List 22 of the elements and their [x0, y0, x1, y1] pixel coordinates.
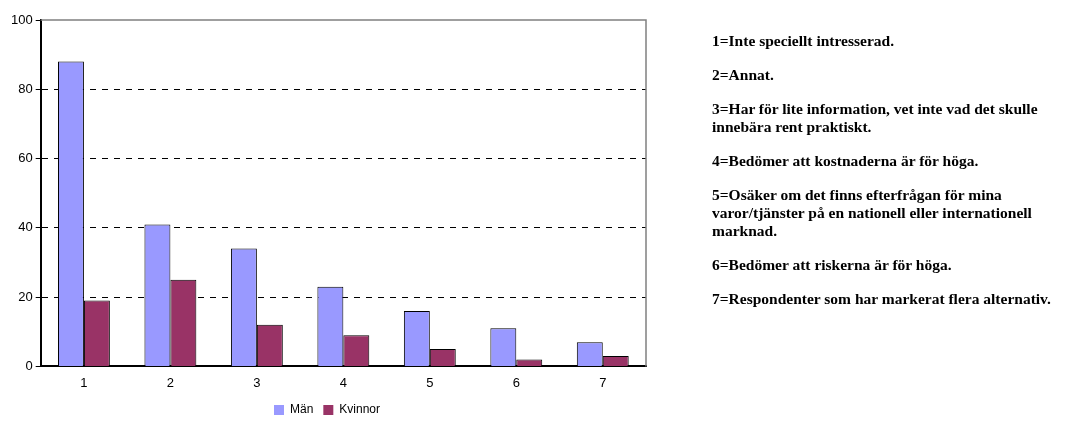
y-tick-label: 40 [18, 219, 33, 235]
y-tick-label: 20 [18, 288, 33, 304]
text: 3=Har för lite information, vet inte vad det skulle innebära rent praktiskt. [712, 100, 1039, 136]
y-tick-label: 60 [18, 150, 33, 166]
x-tick-label: 7 [599, 374, 607, 390]
legend-label: Män [289, 402, 314, 417]
legend-label: Kvinnor [339, 402, 381, 417]
x-tick-label: 1 [80, 374, 88, 390]
text: 1=Inte speciellt intresserad. [712, 32, 896, 50]
x-tick-label: 6 [512, 374, 520, 390]
x-tick-label: 4 [339, 374, 347, 390]
y-tick-label: 80 [18, 80, 33, 96]
x-tick-label: 2 [166, 374, 175, 390]
y-tick-label: 0 [25, 357, 33, 373]
text: 6=Bedömer att riskerna är för höga. [712, 256, 953, 274]
text: 2=Annat. [712, 66, 775, 84]
x-tick-label: 3 [253, 374, 261, 390]
text: 5=Osäker om det finns efterfrågan för mina varor/tjänster på en nationell eller internationell marknad. [712, 186, 1033, 240]
y-tick-label: 100 [10, 11, 33, 27]
text: 7=Respondenter som har markerat flera alternativ. [712, 290, 1052, 308]
x-tick-label: 5 [426, 374, 434, 390]
text: 4=Bedömer att kostnaderna är för höga. [712, 152, 980, 170]
